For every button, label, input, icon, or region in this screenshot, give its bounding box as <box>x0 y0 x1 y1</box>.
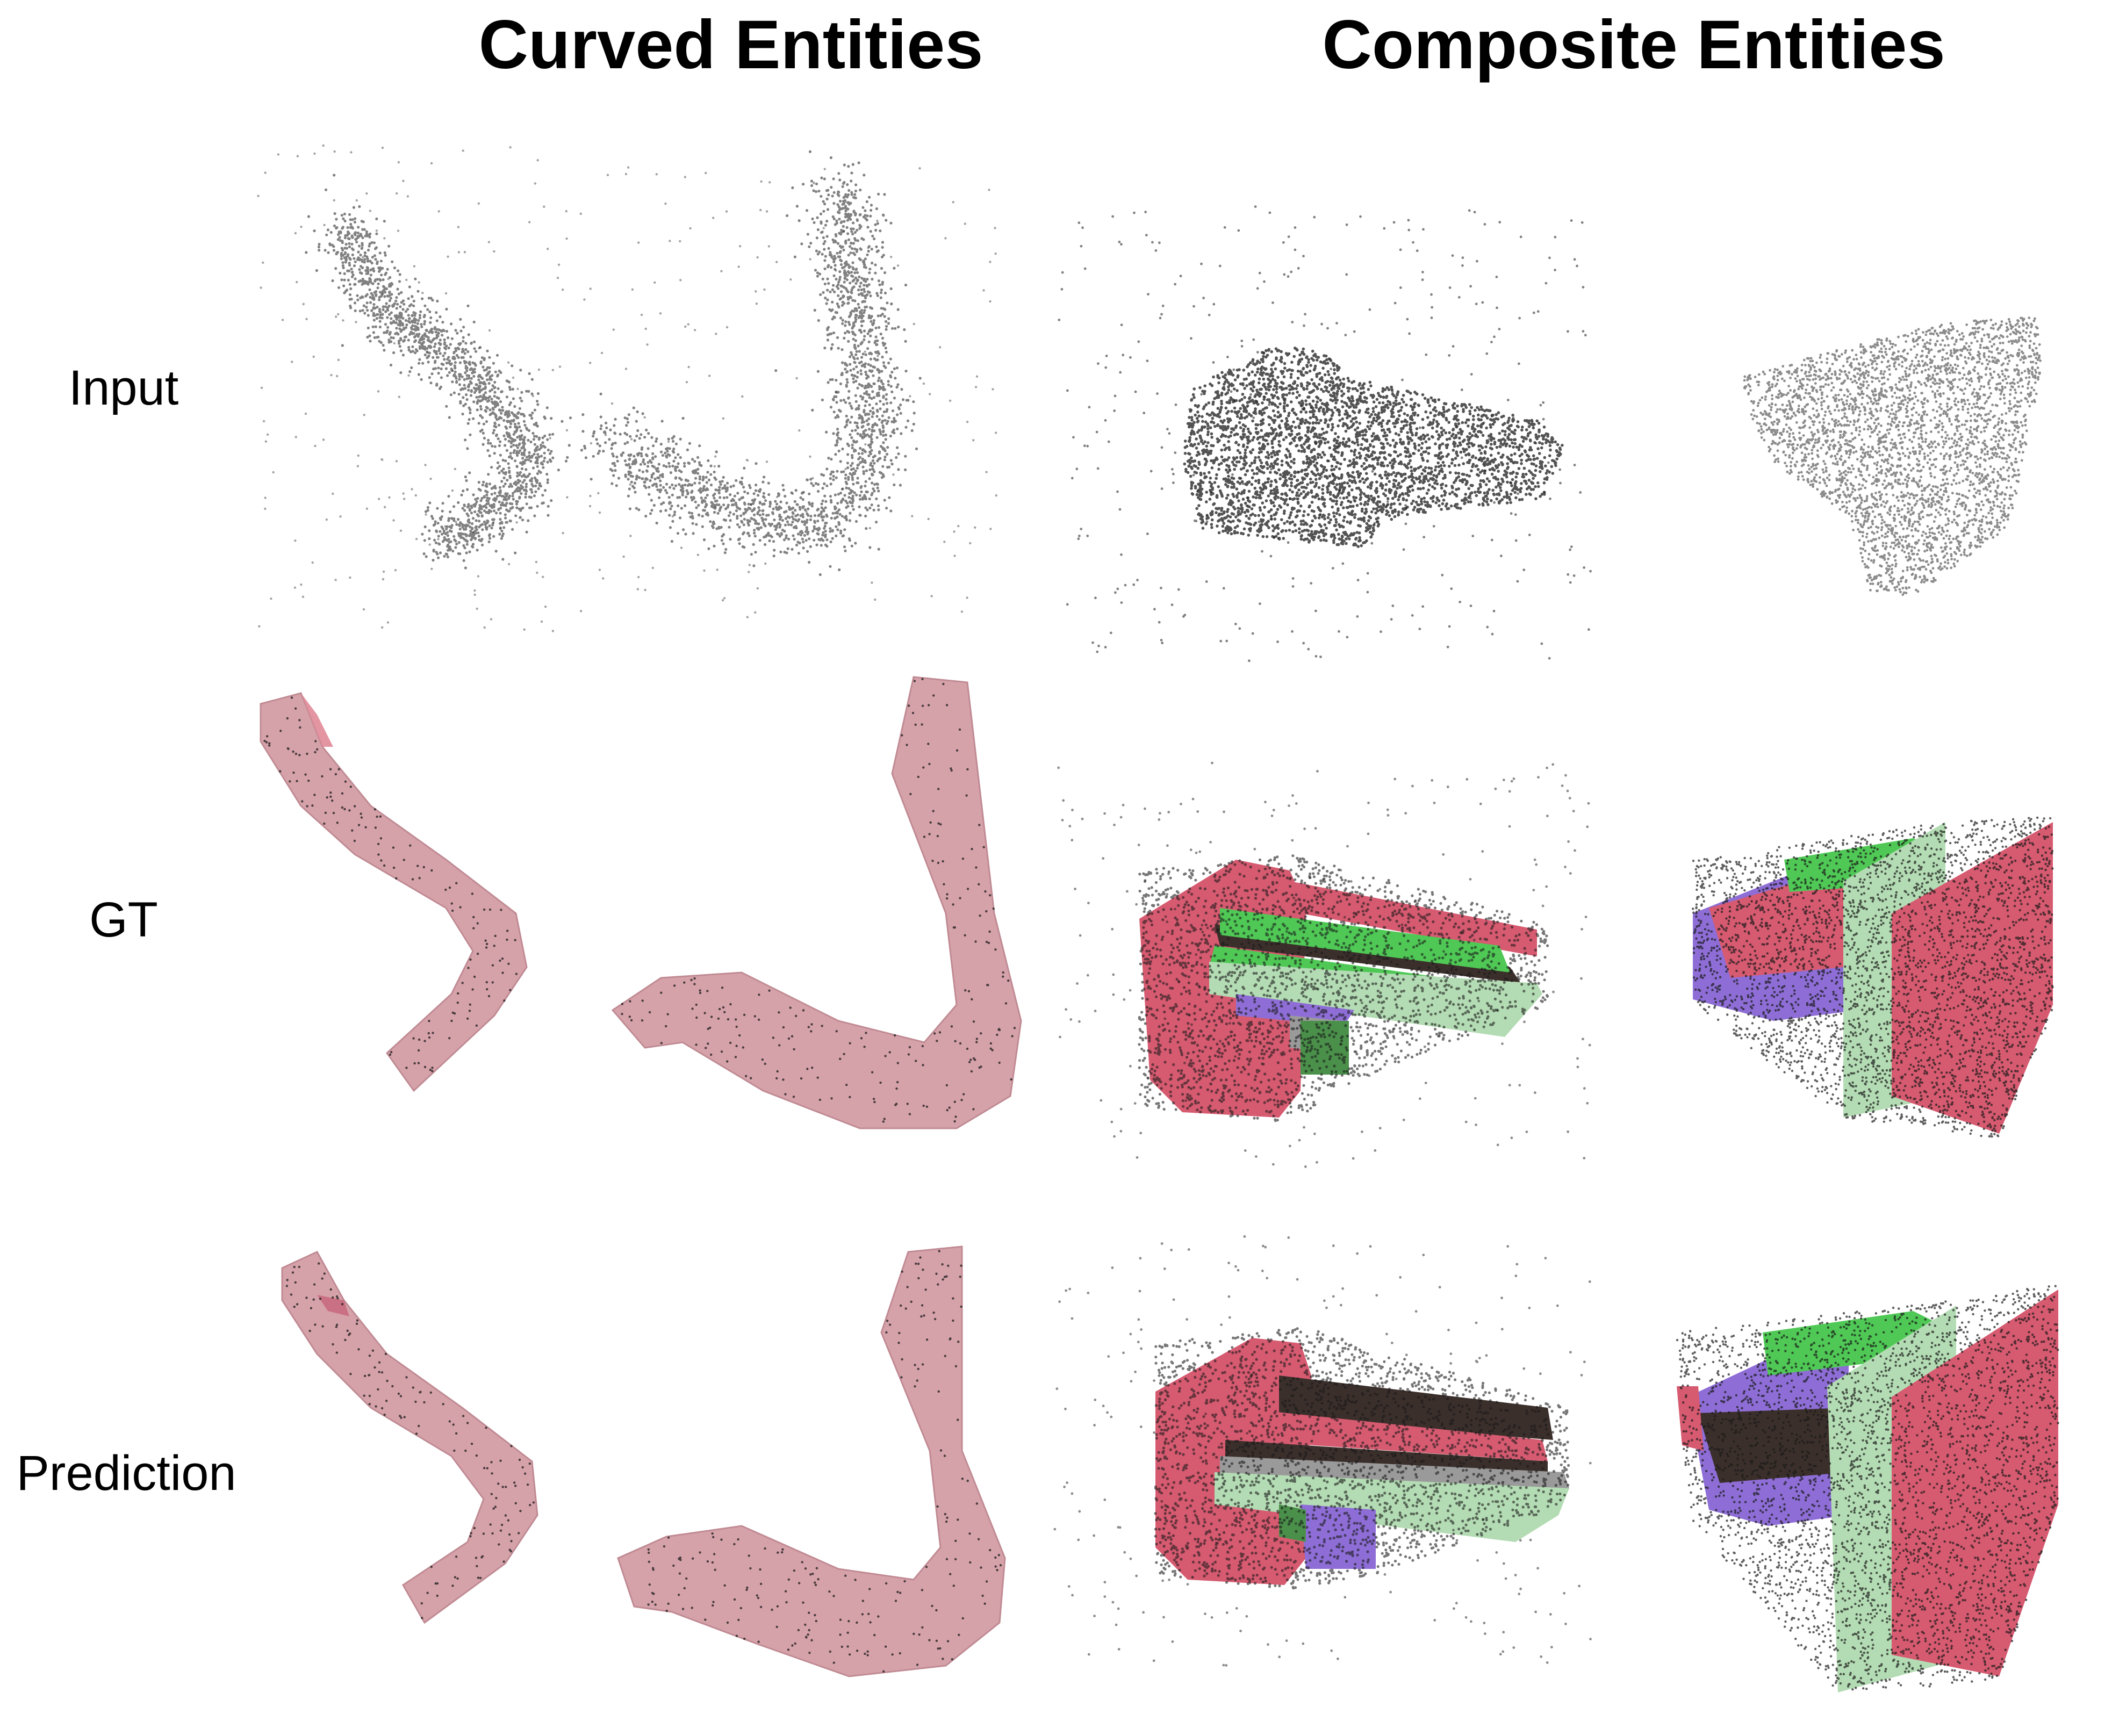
gt-s-curve-cap <box>301 693 333 747</box>
prediction-s-curve-tube <box>281 1251 538 1624</box>
prediction-s-curve-cap <box>317 1295 349 1316</box>
prediction-j-curve-tube <box>617 1245 1006 1677</box>
prediction-composite-2-points <box>1676 1285 2059 1691</box>
gt-j-curve-tube <box>611 676 1022 1129</box>
prediction-composite-2-red-plate <box>1892 1290 2058 1676</box>
prediction-composite-1-olive-block <box>1279 1504 1306 1542</box>
gt-s-curve-tube <box>260 692 528 1092</box>
input-cloud-composite-2 <box>1743 316 2042 596</box>
input-cloud-j-curve <box>566 150 922 577</box>
prediction-composite-1-points <box>1154 1327 1570 1590</box>
column-title-curved: Curved Entities <box>478 6 983 83</box>
gt-composite-1-points <box>1138 854 1549 1122</box>
row-label-input: Input <box>68 361 179 415</box>
input-cloud-j-curve-noise <box>579 166 998 618</box>
gt-composite-1-purple-block <box>1236 994 1354 1026</box>
row-label-prediction: Prediction <box>16 1446 236 1501</box>
input-cloud-s-curve-noise <box>257 144 569 632</box>
input-cloud-composite-1 <box>1183 347 1564 549</box>
input-cloud-s-curve <box>305 174 568 570</box>
row-label-gt: GT <box>89 892 158 947</box>
prediction-composite-1-red-strip <box>1236 1408 1548 1461</box>
column-title-composite: Composite Entities <box>1322 6 1945 83</box>
